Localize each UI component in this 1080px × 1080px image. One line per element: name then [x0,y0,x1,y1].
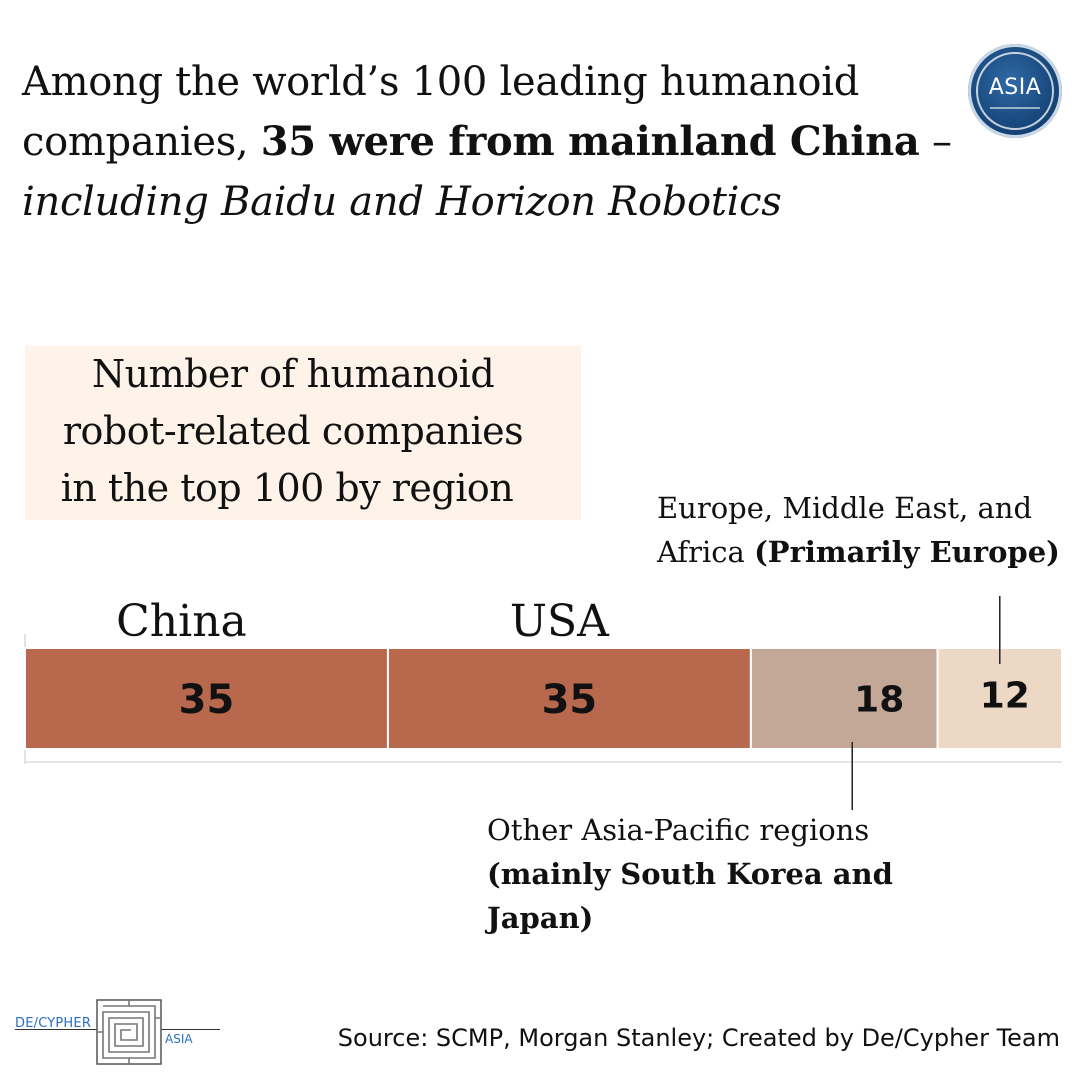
category-label-1: China [116,596,247,647]
annotation-apac-bold-1: (mainly South Korea and [487,857,893,891]
annotation-emea-line2: Africa (Primarily Europe) [657,530,1060,574]
headline: Among the world’s 100 leading humanoid c… [22,52,962,232]
annotation-apac-line3: Japan) [487,896,893,940]
logo-text-left: DE/CYPHER [15,1016,92,1031]
source-note: Source: SCMP, Morgan Stanley; Created by… [337,1024,1060,1052]
badge-underline [990,107,1040,109]
maze-icon [96,999,162,1065]
asia-badge-logo: ASIA [968,44,1062,138]
annotation-apac-bold-2: Japan) [487,901,594,935]
bar-segment-3 [749,647,939,750]
headline-bold: 35 were from mainland China [260,118,920,165]
subtitle-line-2: robot-related companies [62,409,524,453]
badge-text: ASIA [988,75,1042,100]
subtitle-line-1: Number of humanoid [91,352,495,396]
annotation-apac: Other Asia-Pacific regions (mainly South… [487,808,893,940]
bar-value-3: 18 [854,679,904,720]
headline-italic: including Baidu and Horizon Robotics [22,179,782,225]
badge-ring [976,52,1054,130]
subtitle-line-3: in the top 100 by region [60,466,514,510]
annotation-emea: Europe, Middle East, and Africa (Primari… [657,486,1060,574]
annotation-emea-line1: Europe, Middle East, and [657,491,1033,525]
bar-value-2: 35 [542,677,598,723]
bar-segment-2 [386,647,752,750]
logo-text-right: ASIA [165,1032,193,1046]
bar-value-4: 12 [980,675,1030,716]
headline-part1: Among the world’s 100 leading humanoid c… [22,59,859,165]
annotation-emea-plain: Africa [657,535,755,569]
decypher-logo: DE/CYPHER ASIA [15,998,225,1068]
headline-dash: – [919,119,952,165]
bar-value-1: 35 [179,677,235,723]
annotation-apac-line2: (mainly South Korea and [487,852,893,896]
annotation-emea-bold: (Primarily Europe) [754,535,1060,569]
chart-subtitle-box: Number of humanoid robot-related compani… [25,346,581,520]
annotation-apac-line1: Other Asia-Pacific regions [487,813,870,847]
category-label-2: USA [510,596,610,647]
